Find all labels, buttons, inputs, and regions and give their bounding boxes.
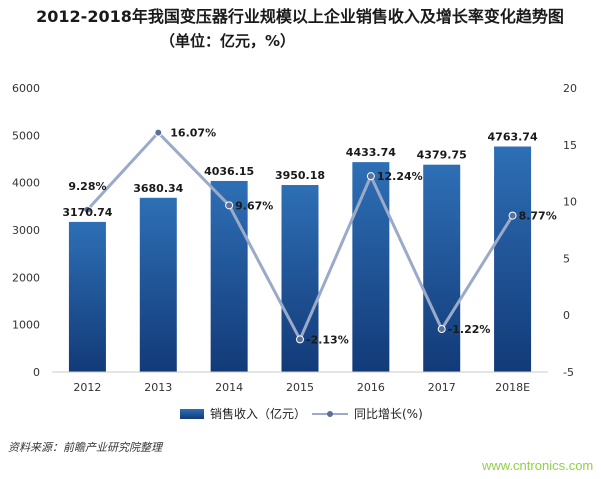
right-tick-label: -5 bbox=[563, 366, 574, 379]
bar-series bbox=[68, 146, 532, 372]
bar bbox=[352, 162, 390, 372]
right-tick-label: 15 bbox=[563, 139, 577, 152]
growth-value-label: 8.77% bbox=[519, 210, 557, 223]
bar-value-label: 3950.18 bbox=[275, 169, 325, 182]
legend-bar-swatch bbox=[180, 409, 204, 419]
left-tick-label: 2000 bbox=[12, 271, 40, 284]
legend-line-marker bbox=[327, 411, 333, 417]
left-tick-label: 1000 bbox=[12, 319, 40, 332]
growth-point bbox=[154, 128, 163, 137]
growth-value-label: -2.13% bbox=[306, 333, 349, 346]
left-tick-label: 0 bbox=[33, 366, 40, 379]
bar bbox=[494, 146, 532, 372]
right-tick-label: 10 bbox=[563, 196, 577, 209]
growth-value-label: 12.24% bbox=[377, 170, 423, 183]
growth-point bbox=[366, 172, 375, 181]
bar bbox=[68, 221, 106, 372]
chart-title: 2012-2018年我国变压器行业规模以上企业销售收入及增长率变化趋势图 bbox=[36, 7, 564, 26]
right-axis: -5 0 5 10 15 20 bbox=[563, 82, 577, 379]
right-tick-label: 20 bbox=[563, 82, 577, 95]
line-series bbox=[83, 128, 517, 344]
right-tick-label: 0 bbox=[563, 309, 570, 322]
bar bbox=[139, 197, 177, 372]
legend-line-label: 同比增长(%) bbox=[354, 407, 423, 421]
left-tick-label: 4000 bbox=[12, 177, 40, 190]
x-tick-label: 2013 bbox=[144, 381, 172, 394]
bar bbox=[210, 180, 248, 372]
bar-value-label: 4433.74 bbox=[346, 146, 396, 159]
growth-value-label: 9.28% bbox=[68, 180, 106, 193]
growth-value-label: 16.07% bbox=[170, 127, 216, 140]
growth-point bbox=[508, 211, 517, 220]
x-tick-label: 2014 bbox=[215, 381, 243, 394]
growth-point bbox=[225, 201, 234, 210]
source-note: 资料来源：前瞻产业研究院整理 bbox=[8, 441, 164, 454]
x-tick-label: 2017 bbox=[428, 381, 456, 394]
left-tick-label: 6000 bbox=[12, 82, 40, 95]
bar-value-label: 3170.74 bbox=[62, 206, 112, 219]
bar-value-label: 4036.15 bbox=[204, 165, 254, 178]
x-tick-label: 2016 bbox=[357, 381, 385, 394]
chart-subtitle: （单位：亿元，%） bbox=[160, 32, 295, 50]
bar-value-label: 4379.75 bbox=[417, 149, 467, 162]
left-axis: 0 1000 2000 3000 4000 5000 6000 bbox=[12, 82, 40, 379]
x-tick-label: 2012 bbox=[73, 381, 101, 394]
x-axis: 2012 2013 2014 2015 2016 2017 2018E bbox=[52, 371, 548, 394]
growth-value-label: 9.67% bbox=[235, 199, 273, 212]
bar-value-label: 3680.34 bbox=[133, 182, 183, 195]
growth-point bbox=[296, 335, 304, 344]
growth-point bbox=[83, 205, 92, 214]
bar-value-label: 4763.74 bbox=[488, 131, 538, 144]
left-tick-label: 5000 bbox=[12, 129, 40, 142]
growth-point bbox=[437, 325, 446, 334]
bar bbox=[423, 164, 461, 372]
x-tick-label: 2015 bbox=[286, 381, 314, 394]
right-tick-label: 5 bbox=[563, 252, 570, 265]
left-tick-label: 3000 bbox=[12, 224, 40, 237]
legend: 销售收入（亿元） 同比增长(%) bbox=[180, 406, 423, 421]
legend-bar-label: 销售收入（亿元） bbox=[210, 406, 306, 421]
watermark: www.cntronics.com bbox=[481, 458, 593, 473]
data-labels: 3170.74 3680.34 4036.15 3950.18 4433.74 4379.… bbox=[62, 127, 556, 347]
growth-value-label: -1.22% bbox=[448, 323, 491, 336]
x-tick-label: 2018E bbox=[495, 381, 530, 394]
